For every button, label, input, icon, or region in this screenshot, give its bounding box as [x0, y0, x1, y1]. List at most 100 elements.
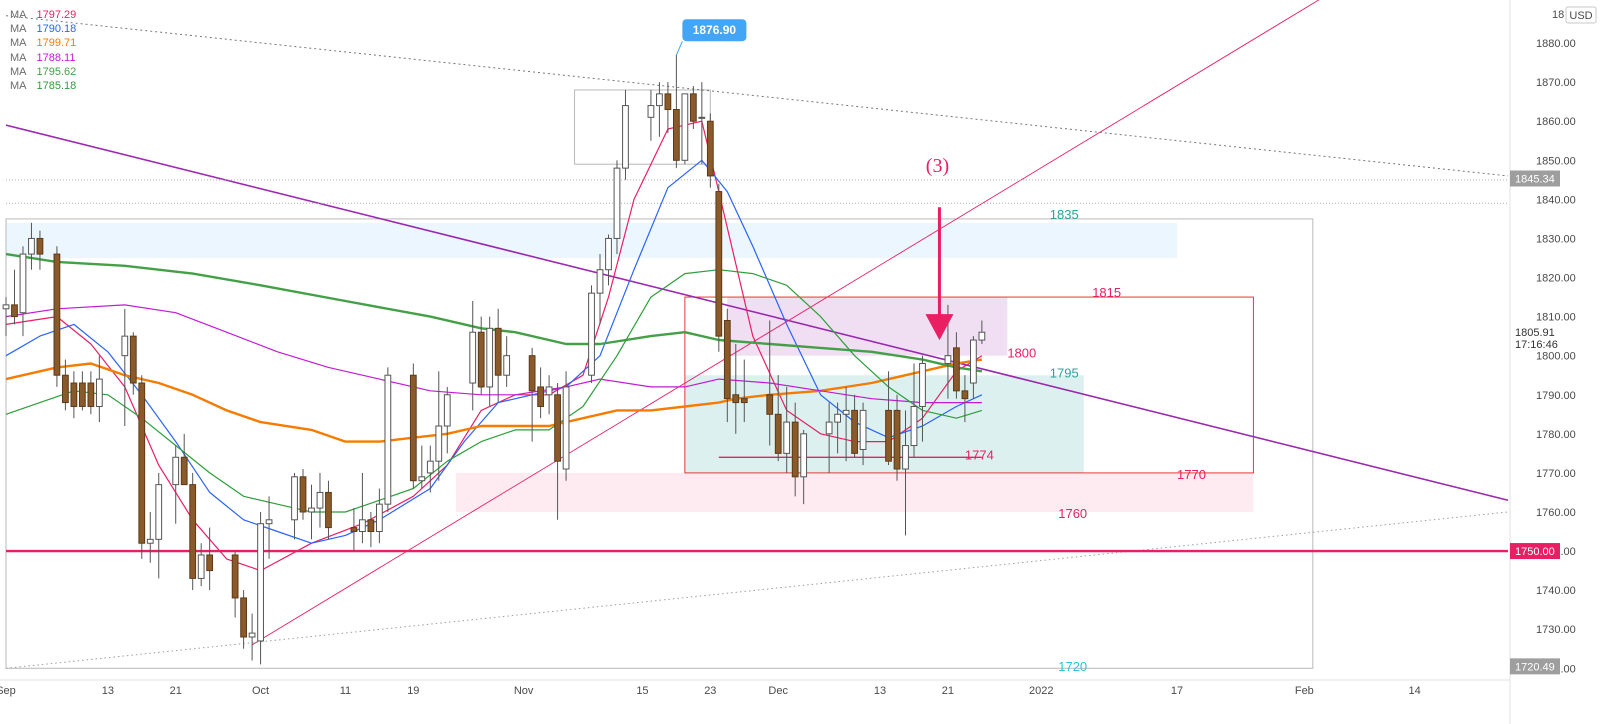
- candle-body: [308, 507, 315, 513]
- candle: [248, 613, 256, 661]
- candle-body: [859, 409, 867, 450]
- candle-body: [146, 538, 154, 544]
- candle: [554, 383, 561, 520]
- candle-body: [469, 331, 477, 384]
- zone-label-1760: 1760: [1058, 506, 1087, 521]
- ma-legend-row[interactable]: MA 1795.62: [10, 65, 76, 79]
- ma-legend-row[interactable]: MA 1790.18: [10, 22, 76, 36]
- candle: [664, 82, 672, 133]
- time-tick-label: Feb: [1295, 685, 1314, 697]
- candle: [299, 468, 307, 520]
- candle: [2, 297, 10, 337]
- candle: [893, 394, 901, 481]
- candle: [689, 86, 697, 130]
- candle: [961, 375, 969, 423]
- price-label-text: 1750.00: [1515, 546, 1555, 558]
- candle: [189, 472, 197, 591]
- time-tick-label: 2022: [1029, 685, 1053, 697]
- candle-body: [774, 413, 782, 454]
- red-ascending-line: [251, 0, 1320, 646]
- time-tick-label: 21: [170, 685, 182, 697]
- zone-1800: [727, 297, 1008, 356]
- candle: [953, 332, 960, 399]
- candle: [418, 445, 426, 489]
- zone-label-1800: 1800: [1007, 346, 1036, 361]
- candle-body: [350, 527, 358, 533]
- price-tick-label: 1810.00: [1536, 312, 1576, 324]
- candle-body: [944, 355, 952, 364]
- ma-legend-value: 1788.11: [36, 51, 76, 64]
- candle: [732, 343, 740, 434]
- price-tick-label: 1790.00: [1536, 390, 1576, 402]
- candle: [367, 511, 375, 548]
- candle: [257, 511, 264, 665]
- candle-body: [622, 105, 629, 169]
- candle-body: [155, 484, 163, 540]
- candle-body: [715, 191, 723, 337]
- candle-body: [885, 409, 892, 462]
- candle: [545, 375, 553, 415]
- time-tick-label: 13: [874, 685, 886, 697]
- time-tick-label: 11: [340, 685, 351, 697]
- candle-body: [418, 476, 426, 482]
- candle: [783, 386, 791, 473]
- candle-body: [978, 331, 986, 341]
- ma-legend-label: MA: [10, 51, 27, 64]
- candle-body: [723, 320, 731, 400]
- price-tick-label: 1780.00: [1536, 429, 1576, 441]
- candle-body: [443, 394, 451, 427]
- ma-legend-row[interactable]: MA 1788.11: [10, 51, 76, 65]
- red-range-box: [684, 296, 1254, 474]
- price-tick-label: 1860.00: [1536, 116, 1576, 128]
- candle-body: [325, 491, 332, 529]
- candle-body: [36, 237, 44, 255]
- candle-body: [359, 519, 366, 533]
- candle: [291, 472, 298, 540]
- ma-legend-row[interactable]: MA 1799.71: [10, 36, 76, 50]
- candle: [36, 230, 44, 270]
- price-tick-label: 1800.00: [1536, 351, 1576, 363]
- candle: [426, 445, 434, 493]
- candle: [435, 371, 443, 481]
- candle: [613, 160, 621, 255]
- candle: [180, 433, 188, 486]
- ma-legend-row[interactable]: MA 1785.18: [10, 79, 76, 93]
- ma-legend-label: MA: [10, 23, 27, 36]
- candle-body: [477, 331, 485, 388]
- candle-body: [87, 382, 95, 407]
- candle-body: [265, 519, 273, 525]
- candle-body: [970, 339, 977, 384]
- candle: [155, 472, 163, 579]
- candle-body: [613, 167, 621, 239]
- grey-top-dotted-line: [5, 15, 1509, 177]
- price-label-badge: [1510, 543, 1560, 560]
- candle-body: [426, 460, 434, 474]
- candle-body: [681, 93, 689, 161]
- candle: [647, 89, 655, 141]
- ma-legend-value: 1790.18: [36, 23, 77, 36]
- purple-descending-line: [5, 124, 1509, 502]
- candle: [537, 367, 544, 419]
- candle-body: [732, 394, 740, 404]
- candle-body: [919, 362, 926, 407]
- price-tick-label: 18: [1552, 9, 1564, 21]
- candle-body: [503, 355, 511, 376]
- zone-1760: [455, 472, 1254, 512]
- candles-layer: [2, 54, 986, 665]
- time-tick-label: 13: [102, 685, 114, 697]
- candle-body: [240, 597, 247, 638]
- candle-body: [672, 109, 680, 161]
- candle-body: [825, 421, 833, 435]
- candle-body: [562, 386, 570, 470]
- candle: [197, 543, 205, 587]
- candle: [970, 336, 977, 399]
- candle-body: [121, 335, 129, 357]
- ma-legend-row[interactable]: MA 1797.29: [10, 8, 76, 22]
- candle: [919, 355, 926, 442]
- zones-layer: [5, 89, 1314, 669]
- price-label-text: 17:16:46: [1515, 339, 1558, 351]
- candle: [622, 89, 629, 180]
- candle-body: [172, 456, 180, 486]
- candle-body: [11, 304, 18, 318]
